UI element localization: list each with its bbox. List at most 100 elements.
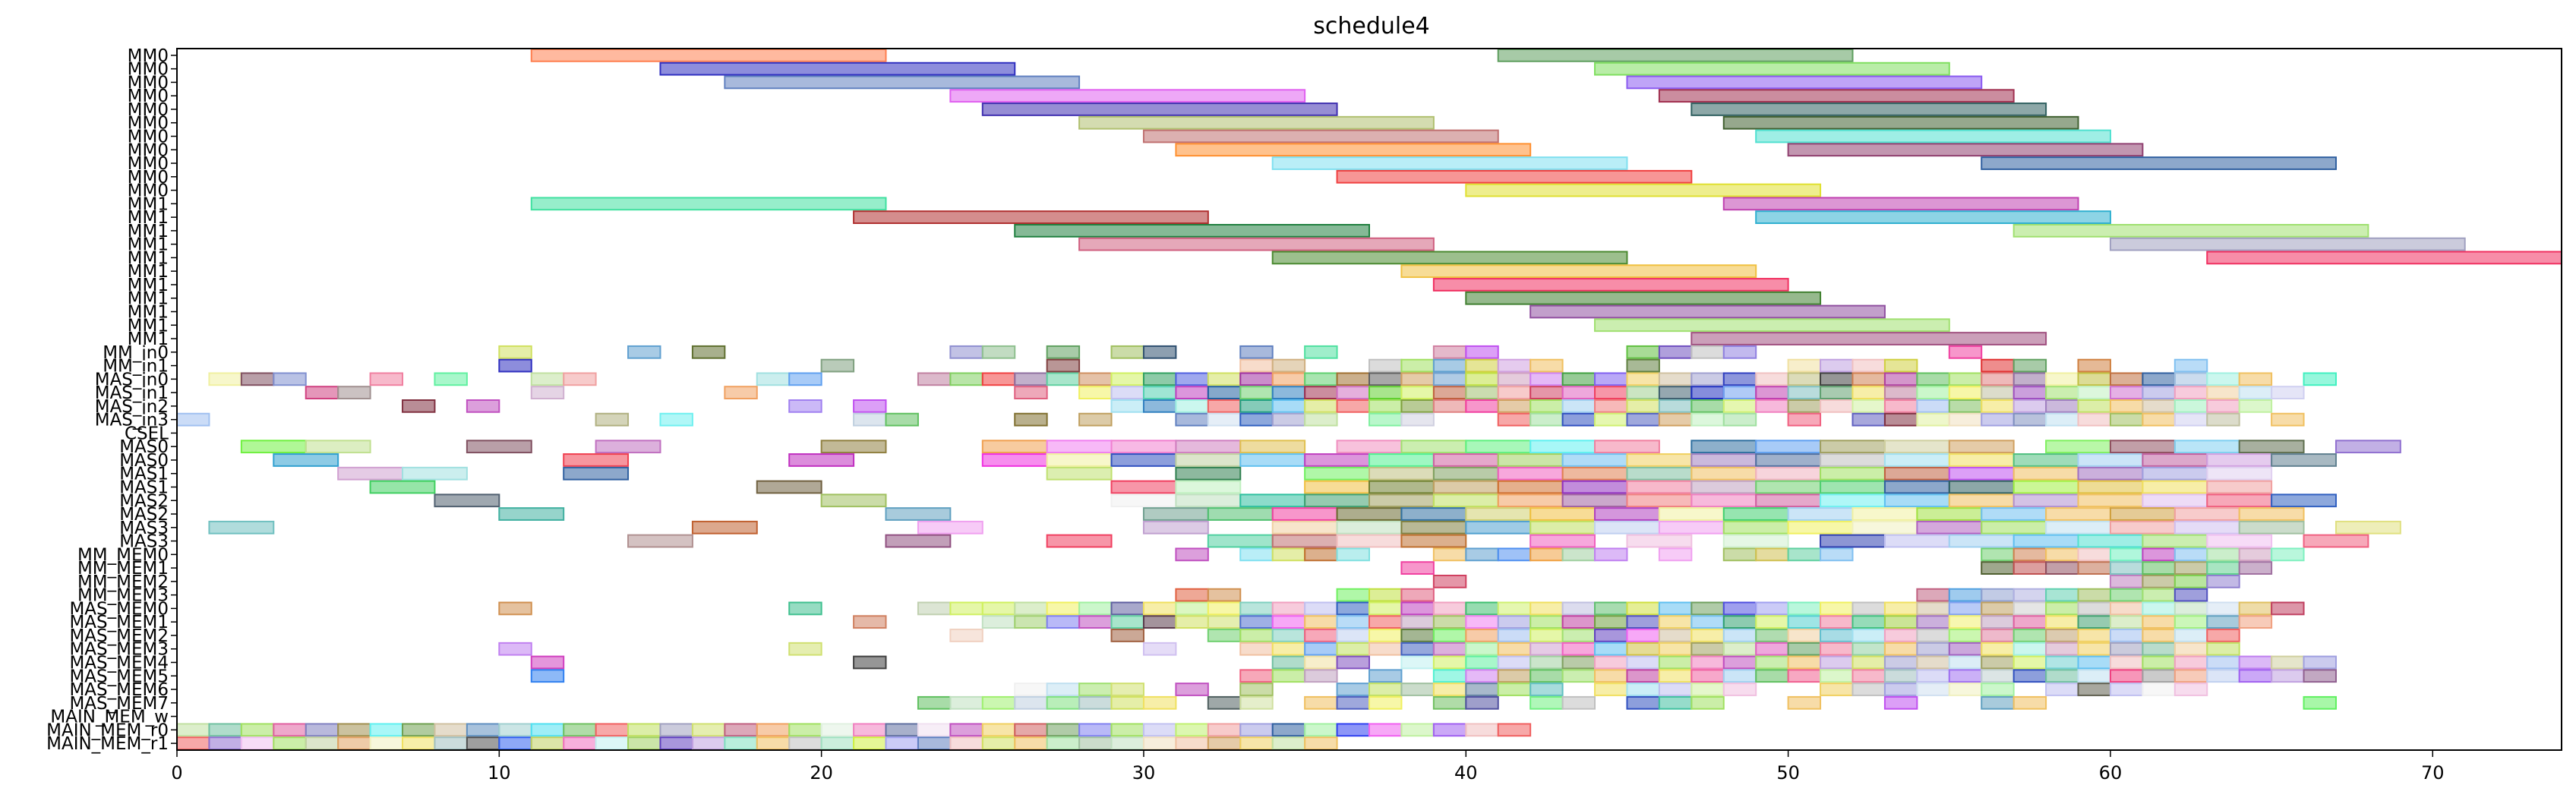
task-bar-unit-26-31 [1981, 399, 2015, 413]
task-bar-unit-24-20 [1271, 372, 1306, 386]
task-bar-short-44-9 [1432, 642, 1467, 656]
task-bar-short-45-1 [853, 655, 887, 670]
task-bar-range-29-5 [981, 440, 1048, 454]
task-bar-short-45-5 [1400, 655, 1435, 670]
task-bar-unit-26-18 [1561, 399, 1596, 413]
task-bar-unit-23-6 [1400, 358, 1435, 373]
task-bar-unit-27-20 [1690, 412, 1725, 427]
task-bar-short-42-16 [1465, 615, 1499, 629]
task-bar-short-42-35 [2077, 615, 2111, 629]
task-bar-range-30-0 [273, 453, 339, 467]
task-bar-short-48-10 [1304, 695, 1338, 710]
task-bar-range-29-19 [1948, 440, 2015, 454]
task-bar-short-51-29 [1110, 736, 1144, 750]
task-bar-unit-27-27 [1981, 412, 2015, 427]
task-bar-short-45-7 [1465, 655, 1499, 670]
task-bar-range-33-20 [2271, 493, 2337, 508]
task-bar-short-48-17 [1626, 695, 1660, 710]
task-bar-unit-25-41 [2238, 386, 2273, 400]
task-bar-range-29-0 [240, 440, 307, 454]
task-bar-unit-22-2 [691, 345, 726, 359]
task-bar-short-45-15 [1722, 655, 1757, 670]
task-bar-range-30-8 [1304, 453, 1371, 467]
task-bar-range-34-5 [1336, 507, 1403, 521]
task-bar-unit-24-38 [1852, 372, 1886, 386]
task-bar-range-35-2 [917, 520, 983, 534]
task-bar-short-48-14 [1465, 695, 1499, 710]
task-bar-unit-25-40 [2206, 386, 2240, 400]
task-bar-short-47-7 [1368, 683, 1403, 696]
task-bar-short-47-2 [1078, 683, 1113, 696]
task-bar-range-36-13 [2012, 534, 2079, 548]
task-bar-unit-26-22 [1690, 399, 1725, 413]
task-bar-unit-26-12 [1368, 399, 1403, 413]
task-bar-long-11-21 [1722, 197, 2079, 211]
task-bar-range-34-10 [1658, 507, 1725, 521]
task-bar-short-50-4 [305, 723, 339, 737]
task-bar-long-6-13 [1755, 129, 2111, 143]
task-bar-short-47-19 [1852, 683, 1886, 696]
task-bar-range-29-23 [2238, 440, 2305, 454]
task-bar-short-43-4 [1271, 629, 1306, 642]
task-bar-short-44-18 [1722, 642, 1757, 656]
task-bar-unit-26-0 [402, 399, 436, 413]
task-bar-short-51-7 [402, 736, 436, 750]
task-bar-unit-27-22 [1787, 412, 1822, 427]
task-bar-short-42-0 [853, 615, 887, 629]
task-bar-unit-27-12 [1368, 412, 1403, 427]
task-bar-short-42-4 [1078, 615, 1113, 629]
task-bar-short-45-29 [2174, 655, 2208, 670]
task-bar-range-30-21 [2142, 453, 2208, 467]
x-tick-label: 0 [171, 762, 182, 784]
task-bar-unit-27-5 [1014, 412, 1048, 427]
task-bar-unit-27-32 [2142, 412, 2176, 427]
task-bar-unit-24-4 [434, 372, 468, 386]
task-bar-unit-27-9 [1239, 412, 1274, 427]
task-bar-unit-26-23 [1722, 399, 1757, 413]
task-bar-short-37-14 [1787, 547, 1822, 562]
task-bar-short-37-9 [1561, 547, 1596, 562]
y-tick-label: MAS_in0 [95, 370, 169, 389]
task-bar-short-41-2 [917, 601, 952, 616]
task-bar-short-48-8 [1207, 695, 1242, 710]
task-bar-short-44-7 [1368, 642, 1403, 656]
task-bar-short-51-20 [820, 736, 855, 750]
task-bar-unit-25-26 [1755, 386, 1789, 400]
task-bar-short-50-31 [1175, 723, 1209, 737]
task-bar-unit-24-22 [1336, 372, 1370, 386]
task-bar-unit-23-17 [2012, 358, 2047, 373]
task-bar-range-29-20 [2045, 440, 2111, 454]
task-bar-unit-24-44 [2045, 372, 2079, 386]
task-bar-short-46-9 [1561, 669, 1596, 683]
task-bar-unit-27-31 [2109, 412, 2144, 427]
task-bar-short-39-3 [2174, 575, 2208, 588]
task-bar-short-43-11 [1497, 629, 1532, 642]
task-bar-unit-25-34 [2012, 386, 2047, 400]
task-bar-short-40-2 [1336, 588, 1370, 602]
task-bar-unit-23-16 [1981, 358, 2015, 373]
y-tick-label: MAS_MEM4 [69, 654, 169, 673]
y-tick-label: MM0 [128, 46, 169, 66]
task-bar-short-46-29 [2206, 669, 2240, 683]
task-bar-short-45-13 [1658, 655, 1693, 670]
task-bar-range-29-11 [1400, 440, 1467, 454]
task-bar-short-38-1 [1981, 561, 2015, 575]
task-bar-short-37-21 [2142, 547, 2176, 562]
task-bar-short-50-28 [1078, 723, 1113, 737]
task-bar-range-31-4 [1175, 466, 1242, 481]
task-bar-unit-24-42 [1981, 372, 2015, 386]
task-bar-short-38-4 [2077, 561, 2111, 575]
y-tick-label: MM0 [128, 100, 169, 120]
task-bar-unit-24-36 [1787, 372, 1822, 386]
task-bar-unit-22-5 [1046, 345, 1081, 359]
task-bar-range-31-13 [1820, 466, 1886, 481]
task-bar-unit-23-2 [1046, 358, 1081, 373]
task-bar-short-45-32 [2271, 655, 2305, 670]
task-bar-short-50-19 [788, 723, 822, 737]
task-bar-range-34-0 [498, 507, 565, 521]
task-bar-range-32-12 [1820, 480, 1886, 494]
task-bar-short-38-5 [2109, 561, 2144, 575]
task-bar-short-41-0 [498, 601, 532, 616]
task-bar-short-47-5 [1239, 683, 1274, 696]
task-bar-unit-22-13 [1658, 345, 1693, 359]
